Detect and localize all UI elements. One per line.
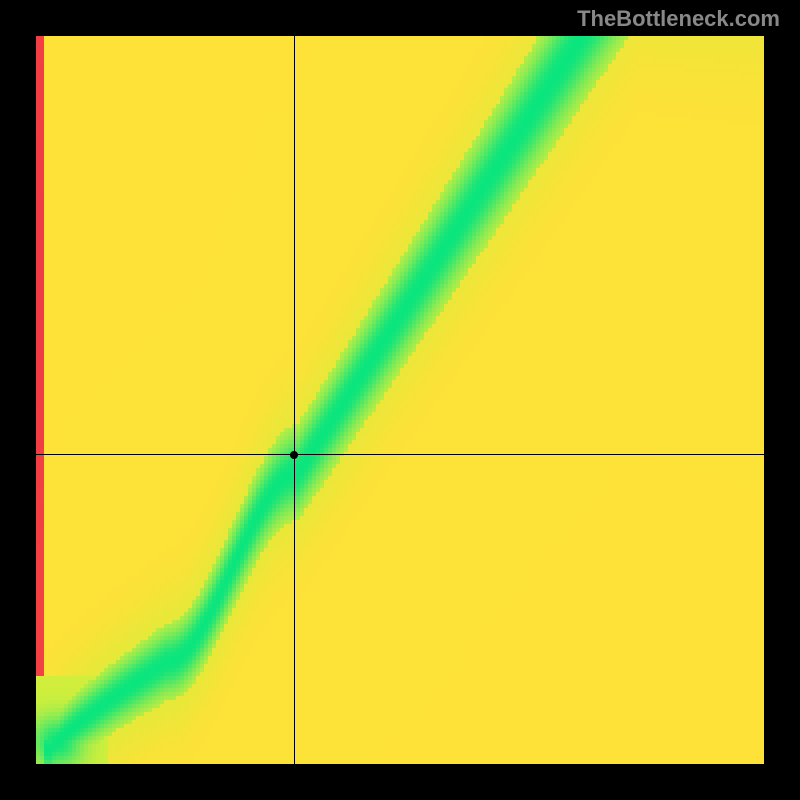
watermark-text: TheBottleneck.com — [577, 6, 780, 32]
marker-dot — [290, 451, 298, 459]
heatmap-plot — [36, 36, 764, 764]
crosshair-horizontal — [36, 454, 764, 455]
crosshair-vertical — [294, 36, 295, 764]
chart-container: TheBottleneck.com — [0, 0, 800, 800]
